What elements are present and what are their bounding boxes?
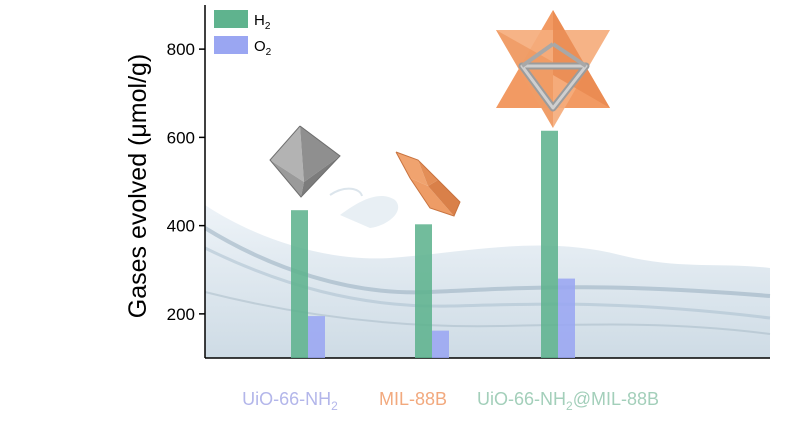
x-category-label-2: MIL-88B	[379, 389, 447, 409]
legend-swatch-o2	[214, 36, 248, 54]
legend-swatch-h2	[214, 10, 248, 28]
y-ticks: 200 400 600 800	[167, 40, 205, 324]
bars	[291, 130, 575, 358]
legend-label-h2: H2	[254, 12, 271, 32]
y-axis-label: Gases evolved (μmol/g)	[124, 54, 152, 319]
bar-h2-2	[415, 224, 432, 358]
bar-h2-1	[291, 210, 308, 358]
y-tick-label: 600	[167, 128, 195, 147]
y-tick-label: 400	[167, 217, 195, 236]
y-tick-label: 800	[167, 40, 195, 59]
bar-h2-3	[541, 130, 558, 358]
y-tick-label: 200	[167, 305, 195, 324]
x-category-label-3: UiO-66-NH2@MIL-88B	[477, 389, 659, 413]
x-category-labels: UiO-66-NH2 MIL-88B UiO-66-NH2@MIL-88B	[242, 389, 659, 413]
octahedron-crystal-icon	[269, 125, 341, 198]
x-category-label-1: UiO-66-NH2	[242, 389, 338, 413]
bar-o2-2	[432, 330, 449, 358]
water-splash-background	[203, 187, 771, 358]
bipyramid-crystal-icon	[395, 151, 461, 217]
legend-label-o2: O2	[254, 38, 272, 58]
star-tetrahedron-core-shell-icon	[496, 10, 610, 128]
bar-o2-3	[558, 278, 575, 358]
bar-o2-1	[308, 316, 325, 358]
